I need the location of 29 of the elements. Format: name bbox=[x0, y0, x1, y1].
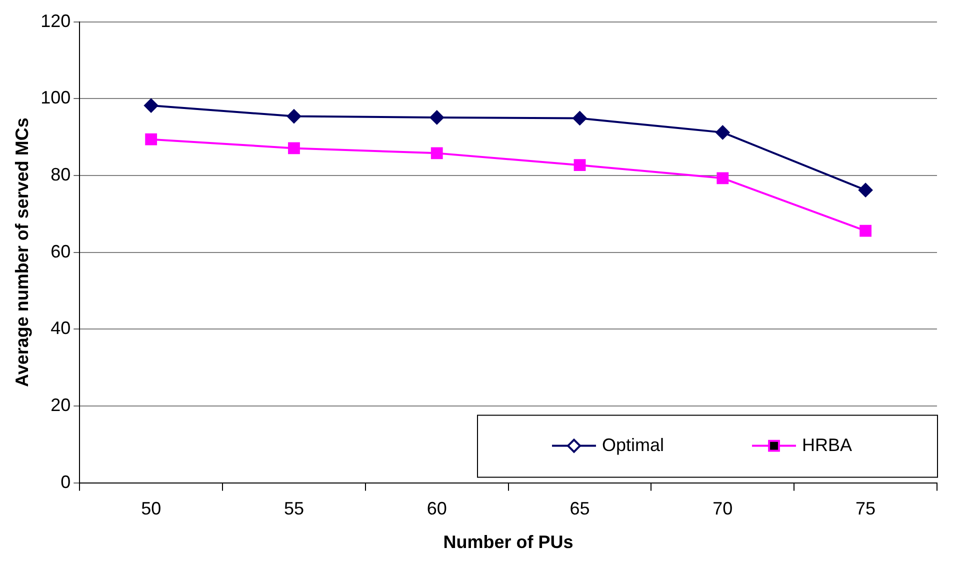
y-tick-label: 120 bbox=[40, 10, 71, 31]
point bbox=[286, 109, 301, 124]
y-tick-label: 100 bbox=[40, 88, 71, 108]
point bbox=[860, 224, 872, 237]
y-tick-label: 60 bbox=[50, 241, 71, 262]
y-tick-label: 40 bbox=[50, 318, 71, 338]
point bbox=[430, 147, 443, 160]
x-tick-label: 75 bbox=[856, 498, 876, 519]
point bbox=[716, 125, 730, 140]
x-tick-label: 60 bbox=[426, 498, 447, 519]
point bbox=[145, 133, 158, 146]
x-axis-title: Number of PUs bbox=[443, 532, 574, 552]
x-tick-label: 50 bbox=[141, 498, 162, 519]
point bbox=[430, 110, 444, 124]
y-tick-label: 0 bbox=[60, 472, 71, 492]
point bbox=[858, 183, 873, 198]
x-tick-label: 70 bbox=[712, 498, 733, 519]
y-tick-label: 20 bbox=[50, 394, 71, 415]
point bbox=[288, 142, 300, 154]
legend-label: HRBA bbox=[802, 434, 852, 455]
point bbox=[144, 98, 158, 113]
x-tick-label: 55 bbox=[284, 498, 304, 519]
y-axis-title: Average number of served MCs bbox=[12, 118, 32, 388]
x-tick-label: 65 bbox=[570, 498, 590, 519]
point bbox=[572, 111, 587, 126]
legend-label: Optimal bbox=[602, 434, 664, 455]
point bbox=[574, 159, 586, 172]
y-tick-label: 80 bbox=[50, 164, 71, 184]
point bbox=[716, 172, 729, 184]
